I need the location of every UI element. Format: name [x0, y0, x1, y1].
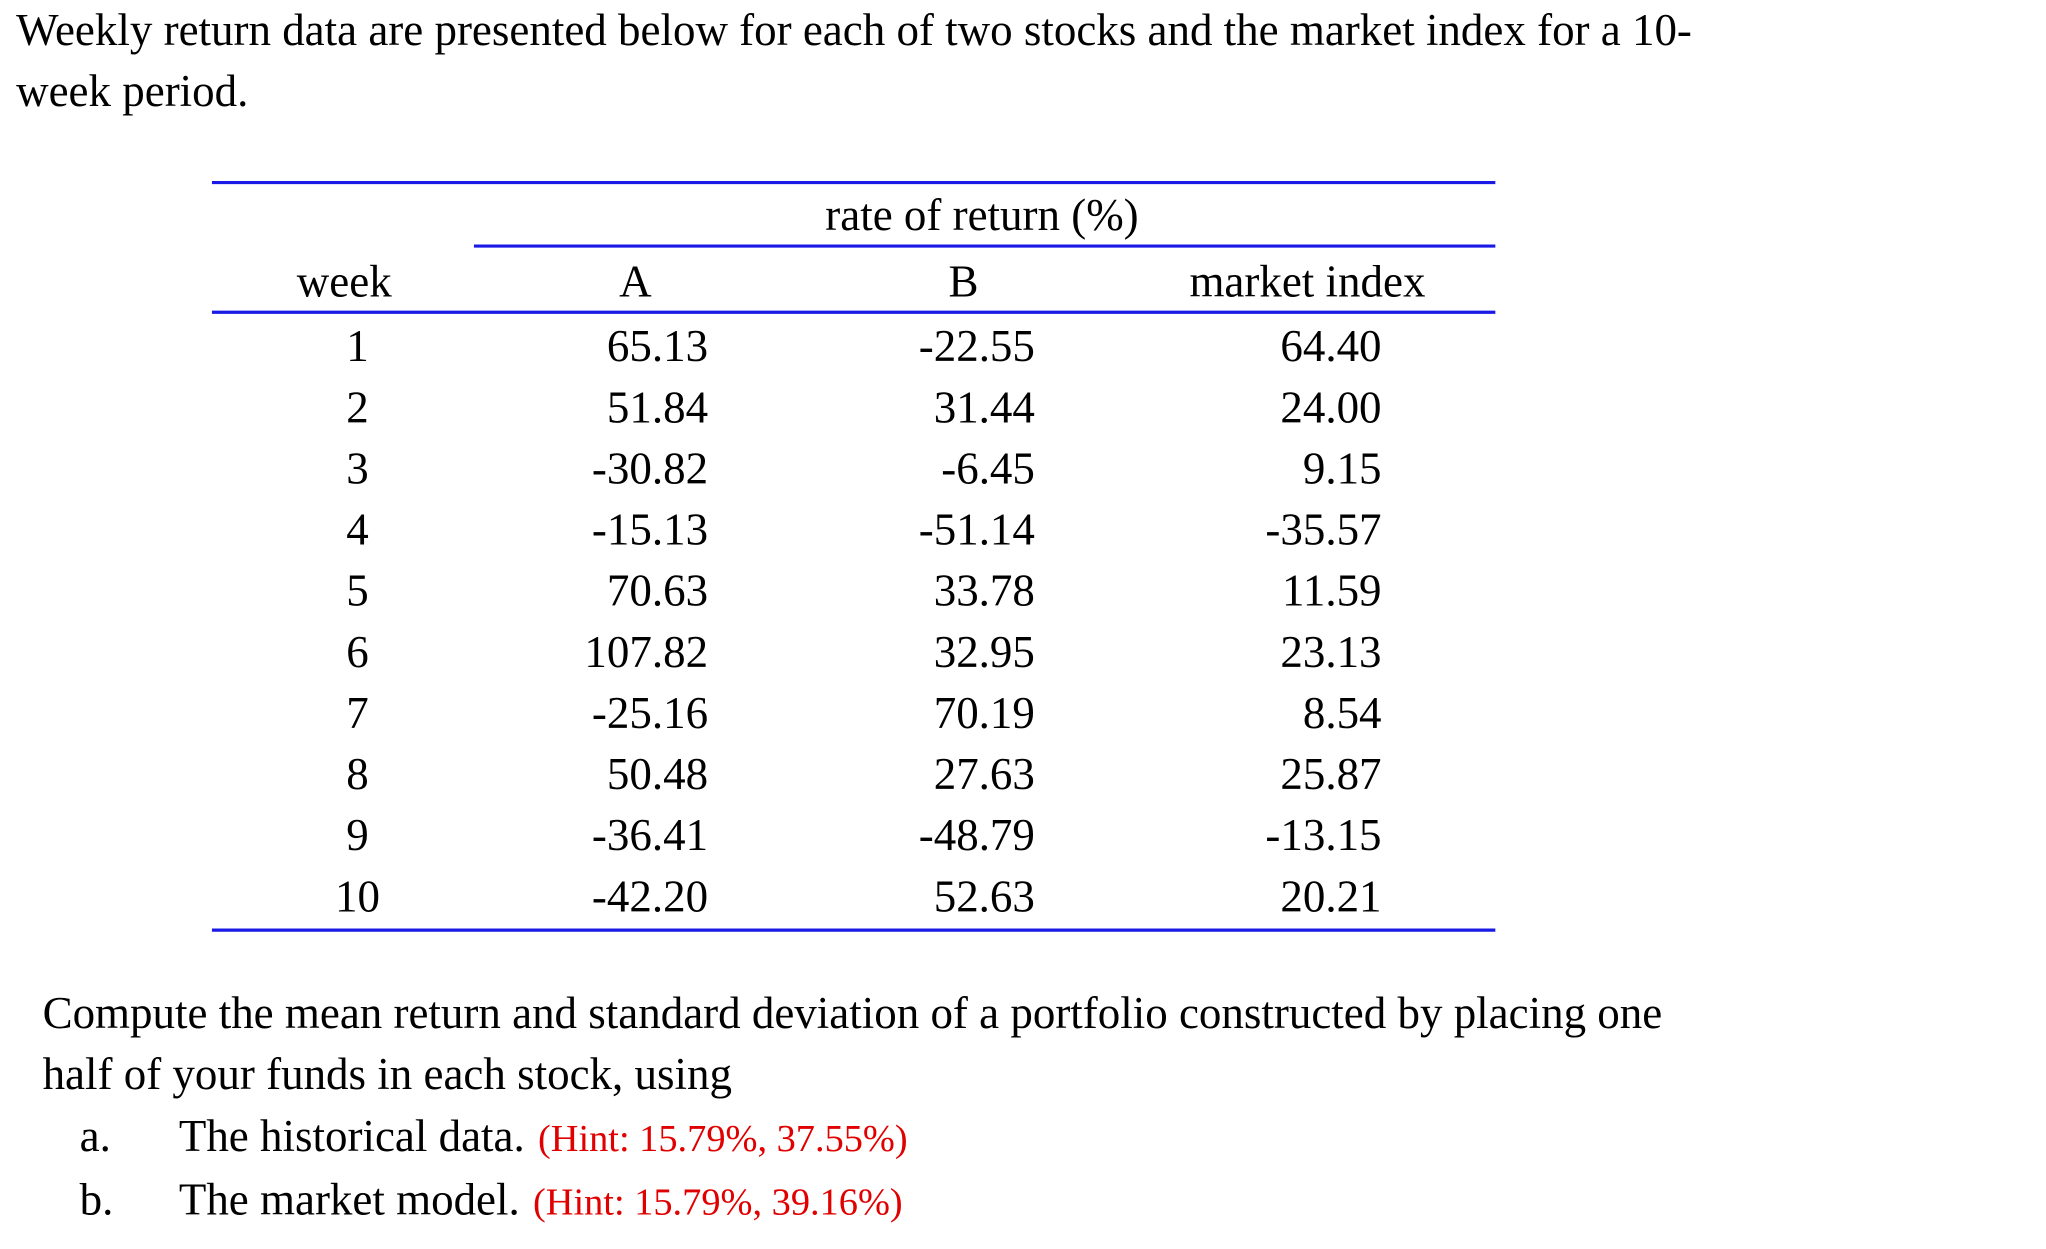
- value-cell: -15.13: [592, 505, 708, 555]
- week-cell: 7: [346, 688, 368, 738]
- value-cell: 70.63: [607, 566, 708, 616]
- item-body: The historical data.: [179, 1111, 525, 1161]
- week-cell: 10: [335, 871, 380, 921]
- week-cell: 3: [346, 443, 368, 493]
- value-cell: 20.21: [1280, 871, 1381, 921]
- value-cell: 33.78: [934, 566, 1035, 616]
- value-cell: 8.54: [1303, 688, 1382, 738]
- value-cell: 24.00: [1280, 382, 1381, 432]
- group-header: rate of return (%): [825, 190, 1138, 240]
- item-body: The market model.: [179, 1175, 520, 1225]
- value-cell: 25.87: [1280, 749, 1381, 799]
- column-header: market index: [1189, 256, 1425, 306]
- value-cell: -36.41: [592, 810, 708, 860]
- value-cell: 50.48: [607, 749, 708, 799]
- question-line: Compute the mean return and standard dev…: [43, 988, 1663, 1038]
- week-cell: 6: [346, 627, 368, 677]
- value-cell: -48.79: [919, 810, 1035, 860]
- item-hint: (Hint: 15.79%, 37.55%): [538, 1118, 908, 1160]
- week-cell: 8: [346, 749, 368, 799]
- week-cell: 9: [346, 810, 368, 860]
- intro-line: Weekly return data are presented below f…: [16, 5, 1692, 55]
- value-cell: -35.57: [1265, 505, 1381, 555]
- value-cell: -13.15: [1265, 810, 1381, 860]
- value-cell: 11.59: [1282, 566, 1382, 616]
- column-header: week: [297, 256, 392, 306]
- week-cell: 2: [346, 382, 368, 432]
- intro-line: week period.: [16, 66, 248, 116]
- value-cell: -42.20: [592, 871, 708, 921]
- value-cell: 107.82: [584, 627, 708, 677]
- value-cell: -6.45: [941, 443, 1035, 493]
- column-header: B: [948, 256, 978, 306]
- item-label: b.: [80, 1175, 114, 1225]
- value-cell: 70.19: [934, 688, 1035, 738]
- week-cell: 5: [346, 566, 368, 616]
- value-cell: 64.40: [1280, 321, 1381, 371]
- value-cell: 27.63: [934, 749, 1035, 799]
- value-cell: 65.13: [607, 321, 708, 371]
- column-header: A: [619, 256, 652, 306]
- question-line: half of your funds in each stock, using: [43, 1049, 732, 1099]
- item-label: a.: [80, 1111, 111, 1161]
- value-cell: -25.16: [592, 688, 708, 738]
- value-cell: 31.44: [934, 382, 1035, 432]
- value-cell: 23.13: [1280, 627, 1381, 677]
- value-cell: -51.14: [919, 505, 1035, 555]
- value-cell: -30.82: [592, 443, 708, 493]
- value-cell: 51.84: [607, 382, 708, 432]
- week-cell: 1: [346, 321, 368, 371]
- value-cell: -22.55: [919, 321, 1035, 371]
- item-text: The historical data. (Hint: 15.79%, 37.55…: [179, 1111, 908, 1161]
- value-cell: 9.15: [1303, 443, 1382, 493]
- item-hint: (Hint: 15.79%, 39.16%): [533, 1182, 903, 1224]
- value-cell: 32.95: [934, 627, 1035, 677]
- item-text: The market model. (Hint: 15.79%, 39.16%): [179, 1175, 903, 1225]
- value-cell: 52.63: [934, 871, 1035, 921]
- week-cell: 4: [346, 505, 368, 555]
